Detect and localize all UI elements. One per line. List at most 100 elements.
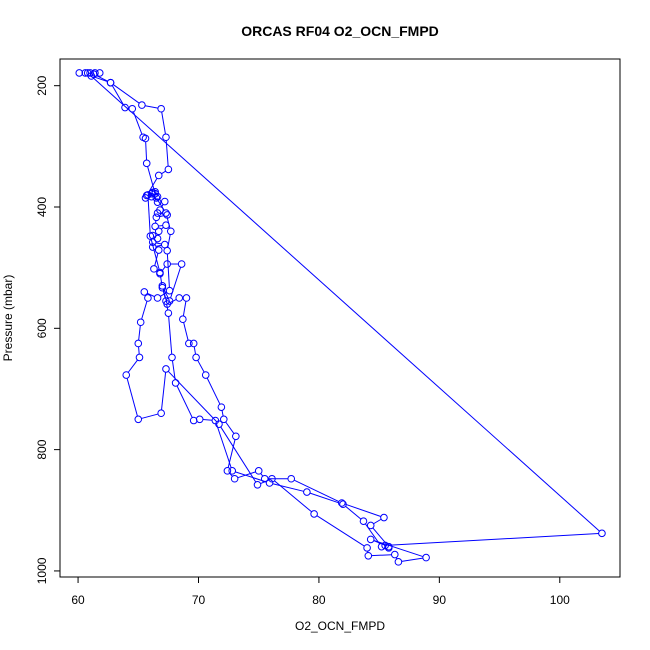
data-point bbox=[95, 69, 104, 77]
data-point bbox=[310, 510, 318, 518]
data-point bbox=[154, 246, 163, 254]
data-point bbox=[146, 232, 155, 240]
series-segment bbox=[162, 290, 166, 298]
series-segment bbox=[235, 471, 267, 483]
data-point bbox=[394, 558, 403, 566]
data-point bbox=[151, 188, 159, 196]
data-point bbox=[106, 78, 115, 87]
series-segment bbox=[147, 292, 155, 298]
x-axis-label: O2_OCN_FMPD bbox=[295, 619, 385, 633]
data-point bbox=[75, 69, 84, 77]
data-point bbox=[339, 500, 347, 509]
series-segment bbox=[371, 554, 392, 557]
data-point bbox=[175, 294, 184, 302]
series-segment bbox=[183, 322, 189, 341]
series-segment bbox=[388, 533, 599, 546]
data-point bbox=[139, 133, 147, 142]
series-segment bbox=[165, 140, 169, 167]
series-segment bbox=[111, 85, 124, 105]
data-point bbox=[166, 227, 175, 236]
series-segment bbox=[161, 111, 166, 135]
data-point bbox=[185, 339, 193, 348]
data-point bbox=[157, 409, 165, 418]
series-segment bbox=[293, 479, 340, 503]
series-segment bbox=[373, 518, 382, 525]
data-point bbox=[211, 416, 220, 425]
data-point bbox=[189, 339, 198, 348]
series-segment bbox=[182, 301, 187, 317]
y-axis: 200 400 600 800 1000 bbox=[35, 75, 60, 584]
series-layer bbox=[89, 74, 600, 562]
y-tick-label: 600 bbox=[35, 318, 49, 338]
series-segment bbox=[171, 360, 176, 380]
x-tick-label: 90 bbox=[433, 593, 447, 607]
series-segment bbox=[206, 377, 221, 405]
data-point bbox=[223, 467, 232, 475]
series-segment bbox=[372, 527, 388, 545]
data-point bbox=[160, 197, 169, 206]
data-point bbox=[268, 474, 276, 483]
data-point bbox=[153, 209, 162, 217]
y-tick-label: 400 bbox=[35, 197, 49, 217]
series-segment bbox=[161, 170, 166, 175]
data-point bbox=[201, 371, 210, 379]
series-segment bbox=[220, 426, 257, 483]
data-point bbox=[163, 211, 171, 219]
data-point bbox=[162, 297, 170, 305]
series-segment bbox=[126, 378, 138, 417]
data-point bbox=[83, 69, 92, 77]
data-point bbox=[179, 315, 187, 324]
series-segment bbox=[309, 492, 341, 504]
y-tick-label: 200 bbox=[35, 75, 49, 95]
series-segment bbox=[345, 505, 362, 520]
series-segment bbox=[160, 291, 168, 297]
series-segment bbox=[141, 413, 159, 419]
data-point bbox=[377, 542, 386, 551]
data-point bbox=[366, 535, 375, 544]
data-point bbox=[390, 550, 399, 559]
data-point bbox=[165, 286, 174, 295]
series-segment bbox=[138, 325, 141, 341]
data-point bbox=[217, 403, 226, 411]
series-segment bbox=[161, 372, 167, 411]
data-point bbox=[156, 268, 164, 277]
plot-frame bbox=[59, 58, 621, 578]
data-point bbox=[163, 260, 171, 268]
data-point bbox=[366, 521, 375, 530]
data-point bbox=[168, 353, 176, 362]
series-segment bbox=[155, 244, 162, 247]
data-point bbox=[254, 467, 263, 475]
series-segment bbox=[401, 557, 423, 562]
data-point bbox=[265, 479, 274, 487]
data-point bbox=[152, 213, 161, 222]
data-point bbox=[422, 553, 430, 562]
data-point bbox=[128, 104, 137, 113]
series-segment bbox=[94, 76, 108, 83]
data-point bbox=[136, 318, 145, 327]
data-point bbox=[338, 499, 346, 507]
x-tick-label: 60 bbox=[71, 593, 85, 607]
series-segment bbox=[316, 515, 365, 547]
chart-title: ORCAS RF04 O2_OCN_FMPD bbox=[241, 23, 439, 39]
data-point bbox=[598, 529, 606, 538]
data-point bbox=[219, 415, 228, 424]
data-point bbox=[134, 339, 143, 348]
series-segment bbox=[215, 423, 232, 468]
data-point bbox=[154, 227, 163, 236]
data-point bbox=[171, 379, 180, 387]
series-segment bbox=[138, 346, 140, 355]
x-tick-label: 100 bbox=[550, 593, 570, 607]
data-point bbox=[164, 165, 173, 174]
series-segment bbox=[155, 242, 162, 245]
series-segment bbox=[145, 141, 148, 161]
data-point bbox=[162, 133, 170, 142]
series-segment bbox=[176, 385, 193, 418]
data-point bbox=[153, 294, 162, 302]
y-tick-label: 800 bbox=[35, 439, 49, 459]
series-segment bbox=[193, 346, 197, 355]
series-segment bbox=[147, 198, 151, 233]
data-point bbox=[151, 222, 159, 231]
data-point bbox=[230, 474, 239, 483]
series-segment bbox=[197, 360, 205, 373]
data-point bbox=[195, 415, 204, 424]
